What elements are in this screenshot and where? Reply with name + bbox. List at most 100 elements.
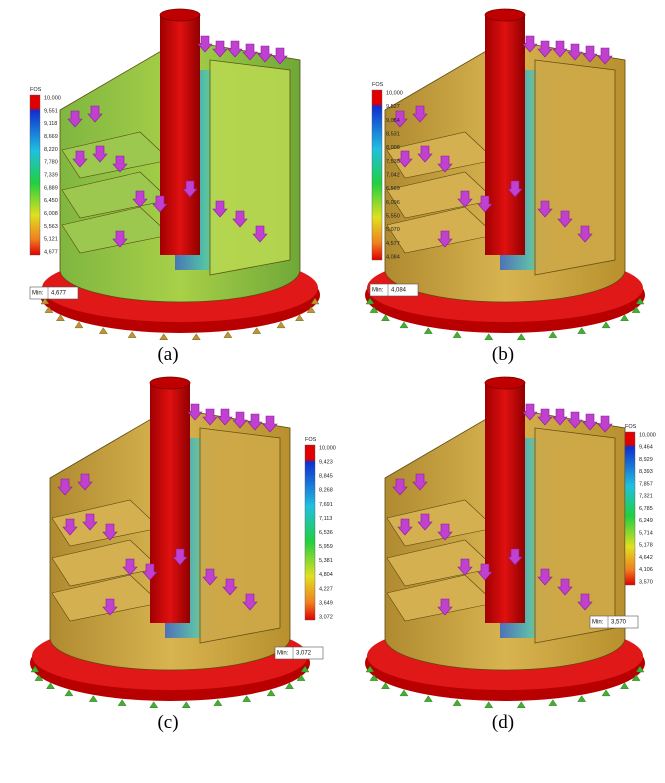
legend: FOS10,0009,4648,9298,3937,8577,3216,7856…	[625, 424, 656, 585]
caption: (a)	[157, 344, 178, 365]
fixture	[400, 690, 408, 696]
panel: FOS10,0009,5279,0548,5318,0087,5357,0426…	[365, 9, 645, 365]
fixture	[89, 696, 97, 702]
legend-tick-label: 3,072	[319, 614, 333, 620]
legend-tick-label: 5,381	[319, 558, 333, 564]
fixture	[517, 334, 525, 340]
panel: FOS10,0009,5519,1188,6698,2207,7807,3396…	[30, 9, 320, 365]
tube-top	[485, 377, 525, 389]
legend-tick-label: 9,118	[44, 121, 57, 127]
fixture	[150, 702, 158, 708]
fixture	[400, 322, 408, 328]
fixture	[578, 696, 586, 702]
legend-tick-label: 7,339	[44, 172, 58, 178]
fixture	[549, 332, 557, 338]
legend-tick-label: 8,220	[44, 147, 58, 153]
legend-tick-label: 8,393	[639, 469, 653, 475]
caption: (c)	[157, 712, 178, 733]
fixture	[602, 322, 610, 328]
legend-tick-label: 9,551	[44, 108, 58, 114]
legend-tick-label: 4,227	[319, 586, 333, 592]
plate	[200, 428, 280, 643]
min-value: 4,084	[391, 288, 407, 294]
legend-tick-label: 4,677	[44, 249, 58, 255]
legend-tick-label: 3,570	[639, 579, 653, 585]
fixture	[75, 322, 83, 328]
colorbar	[372, 90, 382, 260]
legend-tick-label: 9,054	[386, 118, 400, 124]
legend-tick-label: 5,959	[319, 544, 333, 550]
min-value: 4,677	[51, 291, 67, 297]
legend-title: FOS	[30, 87, 42, 93]
legend-tick-label: 6,785	[639, 506, 653, 512]
fixture	[267, 690, 275, 696]
fixture	[453, 332, 461, 338]
min-prefix: Min:	[372, 288, 384, 294]
legend-tick-label: 8,669	[44, 134, 58, 140]
legend-tick-label: 10,000	[319, 445, 336, 451]
tube-top	[160, 9, 200, 21]
figure: FOS10,0009,5519,1188,6698,2207,7807,3396…	[0, 0, 665, 783]
min-label: Min: 4,084	[370, 284, 418, 296]
legend-tick-label: 8,531	[386, 131, 400, 137]
legend-title: FOS	[625, 424, 637, 430]
legend-tick-label: 3,649	[319, 600, 333, 606]
fixture	[118, 700, 126, 706]
fixture	[424, 328, 432, 334]
legend-tick-label: 5,714	[639, 530, 653, 536]
tube	[485, 383, 525, 623]
legend-tick-label: 7,691	[319, 502, 333, 508]
legend-tick-label: 8,845	[319, 474, 333, 480]
legend-tick-label: 6,008	[44, 211, 58, 217]
tube	[160, 15, 200, 255]
legend-tick-label: 5,178	[639, 543, 653, 549]
legend-tick-label: 5,550	[386, 213, 400, 219]
model-render	[30, 377, 310, 708]
caption: (d)	[492, 712, 514, 733]
fixture	[424, 696, 432, 702]
legend-tick-label: 5,070	[386, 227, 400, 233]
fixture	[243, 696, 251, 702]
min-prefix: Min:	[592, 620, 604, 626]
fixture	[549, 700, 557, 706]
tube-top	[150, 377, 190, 389]
min-prefix: Min:	[277, 651, 289, 657]
min-prefix: Min:	[32, 291, 44, 297]
fixture	[224, 332, 232, 338]
fixture	[485, 334, 493, 340]
legend-tick-label: 7,321	[639, 494, 653, 500]
tube-top	[485, 9, 525, 21]
legend-tick-label: 7,535	[386, 159, 400, 165]
legend-tick-label: 6,249	[639, 518, 653, 524]
fixture	[253, 328, 261, 334]
legend-tick-label: 4,804	[319, 572, 333, 578]
legend-tick-label: 5,563	[44, 224, 58, 230]
panel: FOS10,0009,4648,9298,3937,8577,3216,7856…	[365, 377, 656, 733]
legend-tick-label: 7,857	[639, 481, 653, 487]
legend-tick-label: 4,106	[639, 567, 653, 573]
model-render	[40, 9, 320, 340]
legend-tick-label: 7,113	[319, 516, 332, 522]
legend-tick-label: 6,569	[386, 186, 400, 192]
tube	[150, 383, 190, 623]
legend-tick-label: 8,268	[319, 488, 333, 494]
legend-tick-label: 9,423	[319, 460, 333, 466]
fixture	[65, 690, 73, 696]
colorbar	[30, 95, 40, 255]
legend-tick-label: 6,536	[319, 530, 333, 536]
legend: FOS10,0009,4238,8458,2687,6917,1136,5365…	[305, 437, 336, 620]
legend-tick-label: 7,042	[386, 172, 400, 178]
fixture	[99, 328, 107, 334]
min-label: Min: 3,072	[275, 647, 323, 659]
legend-tick-label: 6,889	[44, 185, 58, 191]
fixture	[453, 700, 461, 706]
fixture	[192, 334, 200, 340]
fixture	[602, 690, 610, 696]
min-value: 3,072	[296, 651, 312, 657]
fixture	[277, 322, 285, 328]
legend-tick-label: 9,527	[386, 104, 400, 110]
fixture	[214, 700, 222, 706]
colorbar	[305, 445, 315, 620]
fixture	[578, 328, 586, 334]
legend-tick-label: 10,000	[386, 90, 403, 96]
